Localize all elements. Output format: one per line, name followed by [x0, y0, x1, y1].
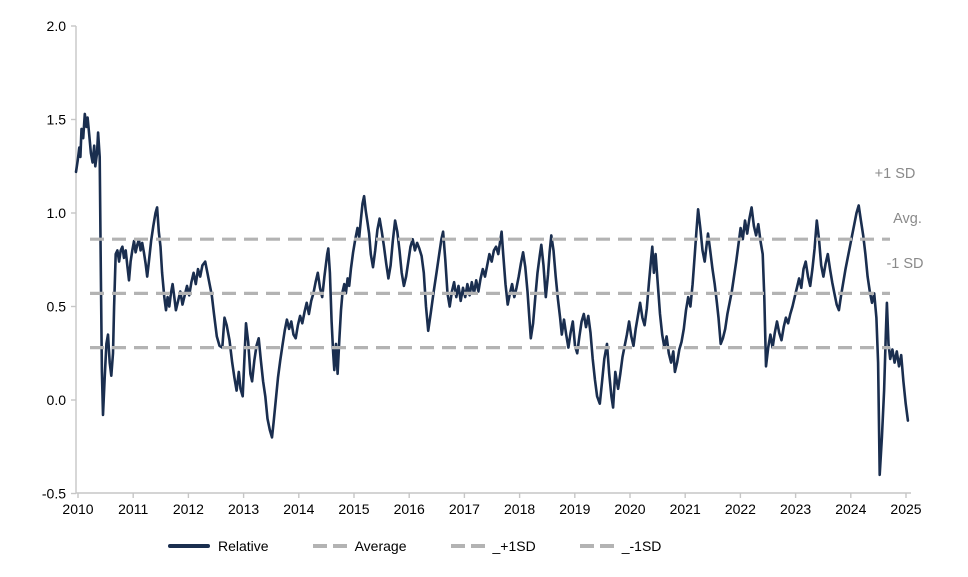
x-tick-label: 2018	[504, 501, 535, 517]
x-tick-label: 2017	[449, 501, 480, 517]
y-tick-label: 1.5	[47, 112, 67, 128]
x-tick-label: 2023	[780, 501, 811, 517]
x-tick-label: 2022	[725, 501, 756, 517]
legend-item-plus1sd: _+1SD	[450, 538, 536, 554]
legend-item-average: Average	[312, 538, 407, 554]
y-tick-label: -0.5	[42, 486, 66, 502]
relative-series	[74, 112, 910, 477]
average-line-swatch	[312, 544, 347, 548]
x-tick-label: 2010	[62, 501, 93, 517]
x-tick-label: 2014	[283, 501, 314, 517]
average-annotation: Avg.	[893, 211, 922, 227]
x-tick-label: 2013	[228, 501, 259, 517]
x-tick-label: 2021	[670, 501, 701, 517]
legend-label-average: Average	[354, 538, 407, 554]
legend-label-plus1sd: _+1SD	[492, 538, 536, 554]
relative-line-swatch	[168, 544, 210, 548]
plus1sd-annotation: +1 SD	[874, 166, 916, 182]
x-axis-tick-labels: 2010 2011 2012 2013 2014 2015 2016 2017 2018 2019…	[62, 501, 921, 517]
x-tick-label: 2024	[835, 501, 866, 517]
x-tick-label: 2016	[394, 501, 425, 517]
y-tick-label: 1.0	[47, 205, 67, 221]
y-tick-label: 0.0	[47, 392, 67, 408]
axes	[71, 25, 911, 498]
legend-label-relative: Relative	[218, 538, 269, 554]
plus1sd-line-swatch	[450, 544, 485, 548]
legend-item-relative: Relative	[168, 538, 269, 554]
reference-lines	[90, 237, 890, 350]
minus1sd-line-swatch	[579, 544, 614, 548]
minus1sd-annotation: -1 SD	[886, 256, 924, 272]
legend-label-minus1sd: _-1SD	[621, 538, 662, 554]
legend: Relative Average _+1SD _-1SD	[168, 538, 661, 554]
x-tick-label: 2025	[890, 501, 921, 517]
x-tick-label: 2015	[338, 501, 369, 517]
x-tick-label: 2012	[173, 501, 204, 517]
y-axis-tick-labels: 2.0 1.5 1.0 0.5 0.0 -0.5	[42, 18, 66, 502]
y-tick-label: 0.5	[47, 299, 67, 315]
x-tick-label: 2020	[614, 501, 645, 517]
relative-series-line	[74, 112, 910, 477]
y-tick-label: 2.0	[47, 18, 67, 34]
legend-item-minus1sd: _-1SD	[579, 538, 662, 554]
x-tick-label: 2019	[559, 501, 590, 517]
x-tick-label: 2011	[118, 501, 148, 517]
